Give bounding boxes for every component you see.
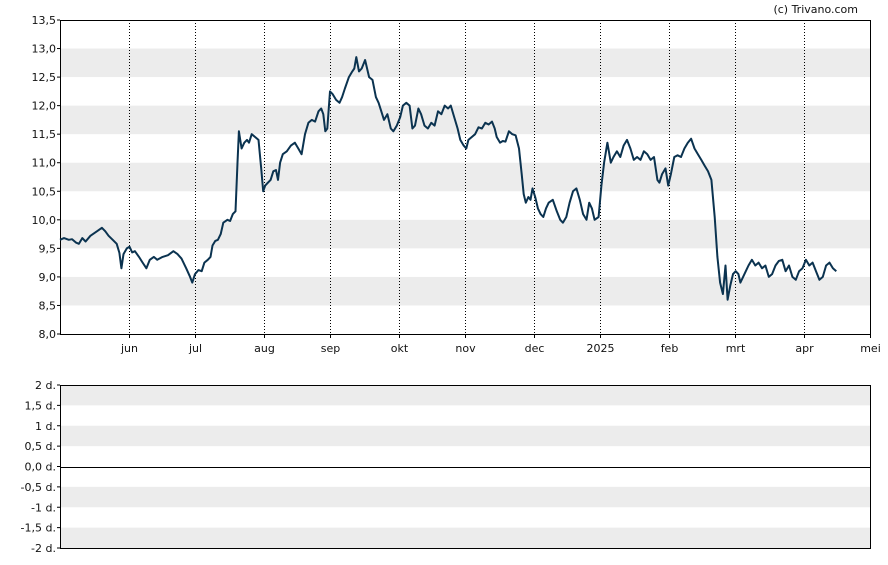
y-tick-label: 0,0 d. <box>25 461 56 474</box>
x-tick-label: okt <box>391 342 409 355</box>
month-axis-labels: jun jul aug sep okt nov dec 2025 feb mrt apr mei <box>120 342 881 355</box>
x-tick-label: sep <box>321 342 340 355</box>
y-tick-label: -2 d. <box>31 542 56 555</box>
y-tick-label: 1 d. <box>35 420 56 433</box>
month-gridlines <box>129 20 805 334</box>
price-axis-labels: 8,0 8,5 9,0 9,5 10,0 10,5 11,0 11,5 12,0 12,5 13,0… <box>32 14 57 341</box>
source-credit: (c) Trivano.com <box>773 3 858 16</box>
y-tick-label: 12,5 <box>32 71 57 84</box>
y-tick-label: 2 d. <box>35 379 56 392</box>
y-tick-label: 11,0 <box>32 157 57 170</box>
y-tick-label: 10,5 <box>32 185 57 198</box>
y-tick-label: 8,5 <box>39 299 57 312</box>
x-tick-label: nov <box>455 342 476 355</box>
x-tick-label: apr <box>795 342 814 355</box>
grid-band <box>60 486 870 508</box>
y-tick-label: -0,5 d. <box>21 481 56 494</box>
dividend-chart-bands <box>60 385 870 548</box>
y-tick-label: 8,0 <box>39 328 57 341</box>
x-tick-label: feb <box>661 342 679 355</box>
y-tick-label: 1,5 d. <box>25 399 56 412</box>
grid-band <box>60 425 870 447</box>
dividend-axis-labels: 2 d. 1,5 d. 1 d. 0,5 d. 0,0 d. -0,5 d. -1 d. -1… <box>21 379 56 555</box>
y-tick-label: 11,5 <box>32 128 57 141</box>
y-tick-label: 10,0 <box>32 214 57 227</box>
price-series-line <box>59 56 837 301</box>
x-tick-label: aug <box>254 342 275 355</box>
x-tick-label: mrt <box>726 342 746 355</box>
y-tick-label: -1,5 d. <box>21 522 56 535</box>
y-tick-label: 13,0 <box>32 43 57 56</box>
y-tick-label: 9,0 <box>39 271 57 284</box>
y-tick-label: -1 d. <box>31 501 56 514</box>
y-tick-label: 9,5 <box>39 242 57 255</box>
y-tick-label: 0,5 d. <box>25 440 56 453</box>
x-tick-label: jul <box>188 342 202 355</box>
x-tick-label: 2025 <box>587 342 615 355</box>
x-tick-label: jun <box>120 342 138 355</box>
x-tick-label: dec <box>525 342 545 355</box>
y-tick-label: 12,0 <box>32 100 57 113</box>
x-tick-label: mei <box>860 342 881 355</box>
y-tick-label: 13,5 <box>32 14 57 27</box>
grid-band <box>60 385 870 406</box>
price-axis-ticks <box>57 19 60 335</box>
grid-band <box>60 527 870 548</box>
month-axis-ticks <box>129 334 871 338</box>
dividend-axis-ticks <box>57 384 60 549</box>
